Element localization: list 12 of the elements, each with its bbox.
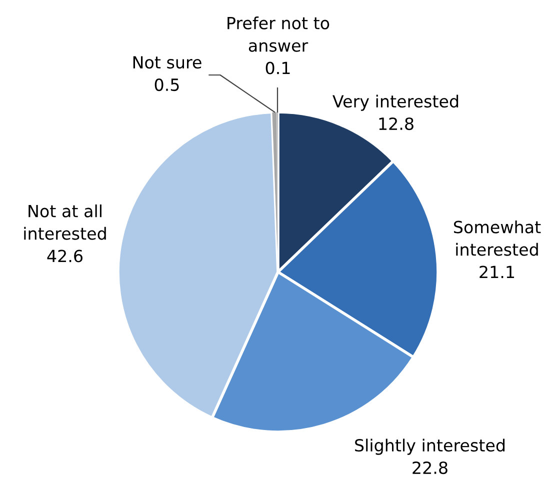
data-label: 12.8 bbox=[379, 117, 414, 130]
slice-label: Not at all interested bbox=[24, 204, 106, 240]
data-label: 0.5 bbox=[154, 78, 179, 92]
slice-label: Slightly interested bbox=[355, 438, 505, 455]
slice-label: Not sure bbox=[133, 56, 202, 69]
data-label: 0.1 bbox=[266, 62, 290, 74]
slice-label: Prefer not to answer bbox=[228, 16, 330, 52]
data-label: 42.6 bbox=[47, 250, 83, 262]
slice-label: Very interested bbox=[332, 94, 458, 111]
data-label: 22.8 bbox=[412, 461, 448, 474]
slice-label: Somewhat interested bbox=[454, 220, 541, 256]
data-label: 21.1 bbox=[480, 266, 514, 278]
